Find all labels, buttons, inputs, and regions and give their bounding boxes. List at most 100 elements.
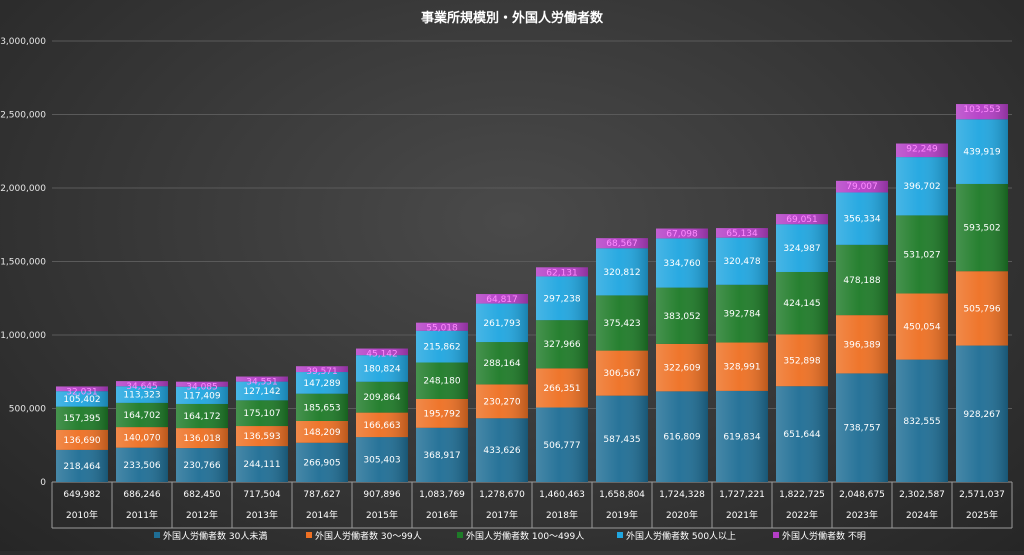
bar-segment-sheen: [416, 398, 468, 428]
bar-segment-sheen: [596, 248, 648, 296]
y-tick-label: 1,500,000: [0, 258, 46, 268]
data-label: 233,506: [123, 461, 160, 471]
bar-segment-sheen: [836, 244, 888, 316]
total-label: 907,896: [363, 490, 400, 500]
y-axis: 0 500,000 1,000,000 1,500,000 2,000,000 2,500…: [0, 37, 46, 488]
data-label: 92,249: [906, 145, 938, 155]
data-label: 69,051: [786, 215, 818, 225]
bar-segment-sheen: [116, 402, 168, 428]
data-label: 305,403: [363, 456, 400, 466]
data-label: 32,031: [66, 387, 98, 397]
data-label: 328,991: [723, 363, 760, 373]
data-label: 164,702: [123, 411, 160, 421]
data-label: 651,644: [783, 430, 820, 440]
bar-segment-sheen: [716, 284, 768, 343]
bar-segment-sheen: [356, 355, 408, 382]
x-category-label: 2013年: [246, 509, 278, 521]
data-label: 157,395: [63, 414, 100, 424]
bar-segment-sheen: [716, 390, 768, 482]
bar-segment-sheen: [836, 180, 888, 193]
bar-segment-sheen: [176, 448, 228, 482]
bar-segment-sheen: [56, 429, 108, 450]
data-label: 320,812: [603, 268, 640, 278]
data-label: 127,142: [243, 387, 280, 397]
data-label: 450,054: [903, 323, 940, 333]
data-table: 649,982 2010年 686,246 2011年 682,450 2012年 717,…: [51, 482, 1013, 529]
data-label: 68,567: [606, 239, 638, 249]
data-label: 55,018: [426, 324, 458, 334]
total-label: 686,246: [123, 490, 160, 500]
data-label: 306,567: [603, 369, 640, 379]
bar-segment-sheen: [776, 271, 828, 335]
total-label: 1,724,328: [659, 490, 705, 500]
total-label: 1,460,463: [539, 490, 585, 500]
data-label: 136,690: [63, 436, 100, 446]
chart-title: 事業所規模別・外国人労働者数: [421, 10, 604, 26]
data-label: 324,987: [783, 244, 820, 254]
data-label: 248,180: [423, 377, 460, 387]
bar-segment-sheen: [596, 395, 648, 482]
total-label: 787,627: [303, 490, 340, 500]
x-category-label: 2010年: [66, 509, 98, 521]
bar-segment-sheen: [296, 442, 348, 482]
bar-segment-sheen: [836, 315, 888, 374]
data-label: 244,111: [243, 460, 280, 470]
bar-segment-sheen: [116, 381, 168, 387]
bar-segment-sheen: [896, 293, 948, 360]
data-label: 288,164: [483, 359, 520, 369]
bar-segment-sheen: [236, 376, 288, 382]
bar-segment-sheen: [236, 446, 288, 482]
bar-segment-sheen: [536, 368, 588, 408]
data-label: 230,270: [483, 397, 520, 407]
x-category-label: 2022年: [786, 509, 818, 521]
bar-segment-sheen: [896, 359, 948, 482]
data-label: 320,478: [723, 257, 760, 267]
y-tick-label: 0: [40, 478, 46, 488]
bar-segment-sheen: [656, 391, 708, 482]
data-label: 375,423: [603, 319, 640, 329]
bar-segment-sheen: [476, 294, 528, 304]
data-label: 148,209: [303, 428, 340, 438]
bar-segment-sheen: [296, 420, 348, 443]
bar-segment-sheen: [56, 449, 108, 482]
data-label: 396,389: [843, 340, 880, 350]
legend-label: 外国人労働者数 500人以上: [626, 530, 736, 542]
legend-swatch: [773, 532, 779, 538]
bar-segment-sheen: [416, 427, 468, 482]
data-label: 117,409: [183, 391, 220, 401]
bar-segment-sheen: [596, 238, 648, 249]
x-category-label: 2025年: [966, 509, 998, 521]
x-category-label: 2017年: [486, 509, 518, 521]
bar-segment-sheen: [536, 267, 588, 277]
bar-segment-sheen: [716, 228, 768, 238]
bar-segment-sheen: [536, 320, 588, 369]
bars: [56, 104, 1008, 482]
data-label: 593,502: [963, 224, 1000, 234]
data-label: 738,757: [843, 424, 880, 434]
bar-segment-sheen: [776, 334, 828, 387]
bar-segment-sheen: [776, 386, 828, 482]
data-label: 64,817: [486, 295, 518, 305]
data-label: 65,134: [726, 229, 758, 239]
x-category-label: 2018年: [546, 509, 578, 521]
data-label: 587,435: [603, 435, 640, 445]
data-label: 164,172: [183, 412, 220, 422]
data-label: 34,551: [246, 378, 278, 388]
data-label: 215,862: [423, 343, 460, 353]
bar-segment-sheen: [116, 427, 168, 448]
data-label: 195,792: [423, 409, 460, 419]
total-label: 1,727,221: [719, 490, 765, 500]
bar-segment-sheen: [356, 412, 408, 438]
data-label: 619,834: [723, 432, 760, 442]
bar-segment-sheen: [356, 437, 408, 482]
total-label: 2,571,037: [959, 490, 1005, 500]
data-label: 185,653: [303, 403, 340, 413]
bar-segment-sheen: [956, 271, 1008, 346]
bar-segment-sheen: [536, 407, 588, 482]
bar-segment-sheen: [476, 342, 528, 385]
bar-segment-sheen: [416, 330, 468, 363]
data-label: 166,663: [363, 421, 400, 431]
legend-swatch: [306, 532, 312, 538]
data-label: 180,824: [363, 364, 400, 374]
